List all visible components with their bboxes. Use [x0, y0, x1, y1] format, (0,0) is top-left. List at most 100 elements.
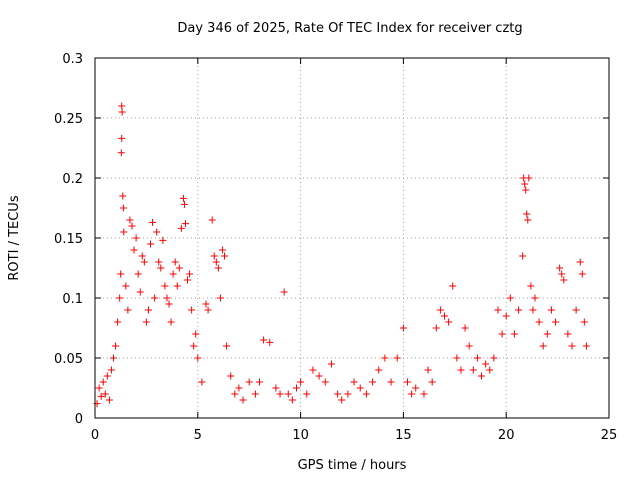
data-point	[184, 276, 192, 284]
data-point	[167, 318, 175, 326]
data-point	[186, 270, 194, 278]
data-point	[151, 294, 159, 302]
data-point	[99, 378, 107, 386]
data-point	[564, 330, 572, 338]
data-point	[572, 306, 580, 314]
data-point	[132, 234, 140, 242]
data-point	[124, 306, 132, 314]
data-point	[552, 318, 560, 326]
data-point	[116, 294, 124, 302]
data-point	[103, 372, 111, 380]
data-point	[192, 330, 200, 338]
data-point	[560, 276, 568, 284]
x-axis-label: GPS time / hours	[298, 458, 407, 473]
data-point	[531, 294, 539, 302]
data-point	[161, 282, 169, 290]
data-point	[188, 306, 196, 314]
data-point	[159, 236, 167, 244]
data-point	[436, 306, 444, 314]
data-point	[524, 216, 532, 224]
data-point	[112, 342, 120, 350]
data-point	[171, 258, 179, 266]
data-point	[190, 342, 198, 350]
data-point	[297, 378, 305, 386]
data-point	[255, 378, 263, 386]
plot-frame	[94, 57, 610, 419]
data-point	[369, 378, 377, 386]
data-point	[97, 392, 105, 400]
data-point	[408, 390, 416, 398]
data-point	[522, 186, 530, 194]
data-point	[117, 149, 125, 157]
chart-title: Day 346 of 2025, Rate Of TEC Index for r…	[177, 21, 522, 36]
data-point	[218, 246, 226, 254]
data-point	[260, 336, 268, 344]
data-point	[327, 360, 335, 368]
data-point	[126, 216, 134, 224]
data-point	[280, 288, 288, 296]
axis-ticks: 0 5 10 15 20 25 0 0.05 0.1 0.15 0.2 0.25 0.3	[54, 52, 617, 443]
data-point	[292, 384, 300, 392]
data-point	[424, 366, 432, 374]
data-point	[142, 318, 150, 326]
data-point	[239, 396, 247, 404]
data-point	[245, 378, 253, 386]
data-point	[375, 366, 383, 374]
data-point	[114, 318, 122, 326]
data-point	[469, 366, 477, 374]
data-point	[543, 330, 551, 338]
data-point	[117, 270, 125, 278]
data-point	[128, 222, 136, 230]
data-point	[155, 258, 163, 266]
data-point	[412, 384, 420, 392]
data-point	[338, 396, 346, 404]
data-point	[177, 224, 185, 232]
data-point	[453, 354, 461, 362]
data-point	[465, 342, 473, 350]
data-point	[212, 258, 220, 266]
data-point	[231, 390, 239, 398]
data-point	[350, 378, 358, 386]
data-point	[506, 294, 514, 302]
data-point	[356, 384, 364, 392]
data-point	[118, 134, 126, 142]
data-point	[490, 354, 498, 362]
data-point	[498, 330, 506, 338]
data-points	[93, 102, 590, 408]
data-point	[473, 354, 481, 362]
data-point	[180, 200, 188, 208]
data-point	[147, 240, 155, 248]
y-tick-label: 0.2	[62, 172, 83, 187]
data-point	[393, 354, 401, 362]
data-point	[344, 390, 352, 398]
data-point	[502, 312, 510, 320]
data-point	[227, 372, 235, 380]
data-point	[576, 258, 584, 266]
data-point	[578, 270, 586, 278]
data-point	[251, 390, 259, 398]
data-point	[208, 216, 216, 224]
data-point	[303, 390, 311, 398]
data-point	[547, 306, 555, 314]
data-point	[362, 390, 370, 398]
data-point	[288, 396, 296, 404]
data-point	[321, 378, 329, 386]
data-point	[223, 342, 231, 350]
data-point	[214, 264, 222, 272]
data-point	[144, 306, 152, 314]
data-point	[175, 264, 183, 272]
data-point	[334, 390, 342, 398]
data-point	[519, 252, 527, 260]
data-point	[521, 180, 529, 188]
grid-lines	[95, 58, 609, 418]
data-point	[216, 294, 224, 302]
data-point	[119, 204, 127, 212]
y-tick-label: 0.05	[54, 352, 83, 367]
data-point	[202, 300, 210, 308]
data-point	[165, 300, 173, 308]
data-point	[198, 378, 206, 386]
y-tick-label: 0.1	[62, 292, 83, 307]
y-tick-label: 0.25	[54, 112, 83, 127]
data-point	[428, 378, 436, 386]
